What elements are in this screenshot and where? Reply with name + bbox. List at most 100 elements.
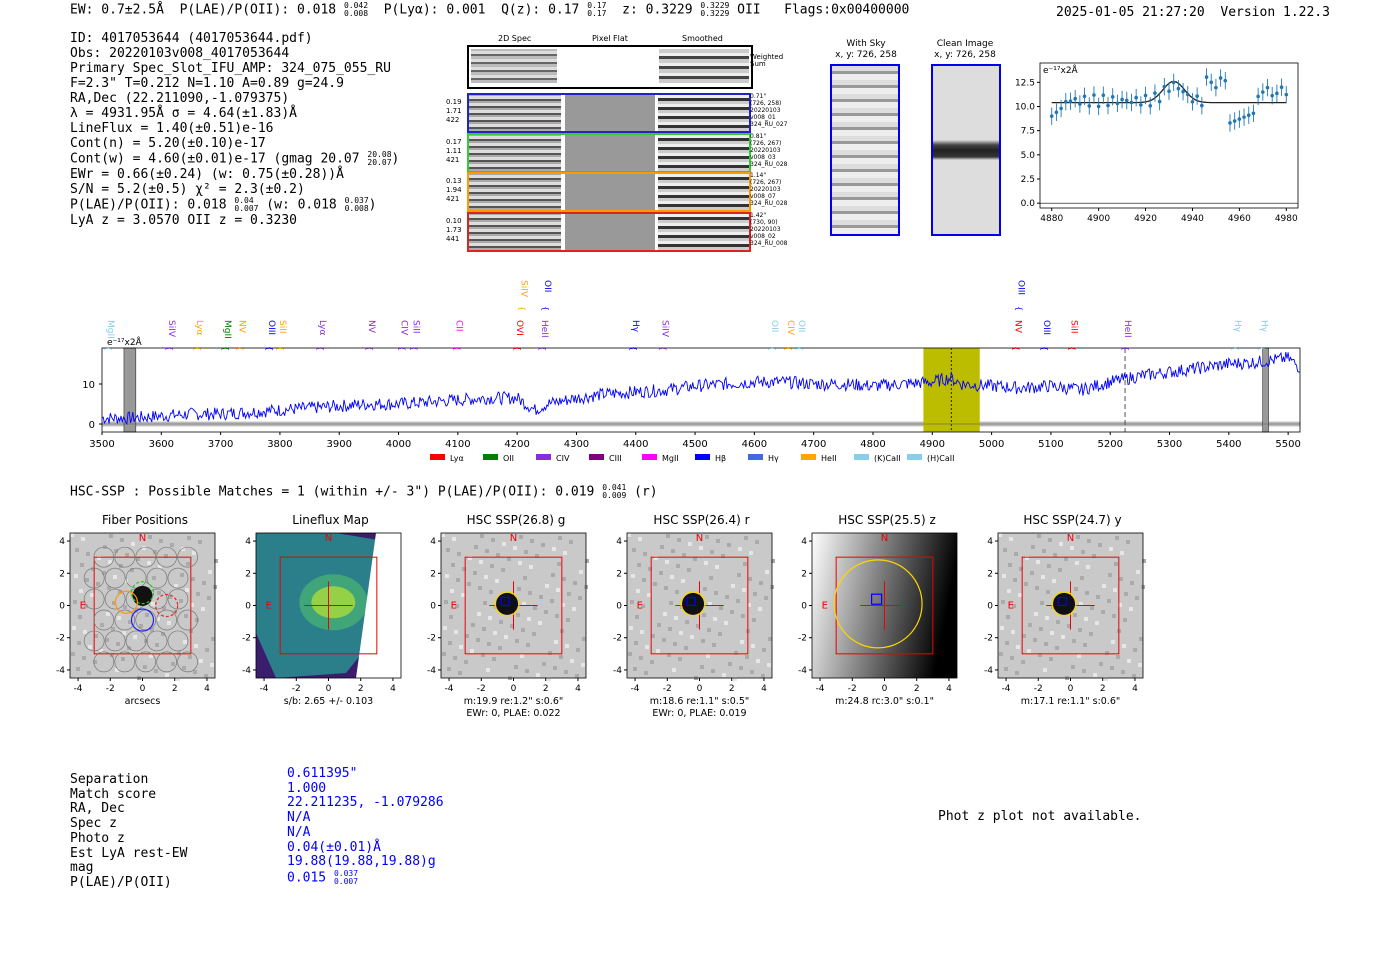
spectrum-line-brace: {: [1014, 306, 1023, 311]
panel-caption-2: EWr: 0, PLAE: 0.019: [652, 708, 746, 719]
noise-pixel: [158, 565, 162, 569]
x-tick-label: 4: [390, 684, 396, 694]
noise-pixel: [143, 665, 147, 669]
noise-pixel: [470, 649, 474, 653]
noise-pixel: [636, 563, 641, 567]
legend-swatch: [589, 454, 604, 460]
hsc-summary-range: 0.041 0.009: [602, 483, 627, 500]
noise-pixel: [680, 579, 685, 583]
noise-pixel: [742, 562, 747, 566]
noise-pixel: [115, 668, 119, 672]
spectrum-line-label: CIV: [399, 320, 409, 336]
spectrum-line-brace: {: [236, 346, 245, 351]
fiber-circle: [114, 546, 136, 568]
noise-pixel: [94, 634, 98, 638]
noise-pixel: [634, 615, 639, 619]
noise-pixel: [1086, 539, 1091, 543]
noise-pixel: [1039, 601, 1044, 605]
noise-pixel: [448, 641, 452, 645]
noise-pixel: [999, 626, 1004, 630]
noise-pixel: [1132, 648, 1137, 652]
noise-pixel: [1049, 631, 1054, 635]
noise-pixel: [558, 536, 562, 540]
spectrum-line-label: SiII: [277, 320, 287, 334]
zoom-data-point: [1073, 96, 1077, 101]
noise-pixel: [445, 574, 449, 578]
noise-pixel: [674, 590, 679, 594]
spectrum-xtick-label: 3500: [89, 439, 114, 450]
x-tick-label: -2: [291, 684, 300, 694]
noise-pixel: [746, 603, 751, 607]
north-label: N: [881, 533, 888, 544]
east-label: E: [822, 601, 828, 612]
search-box: [835, 556, 934, 655]
spectrum-line-label: MgII: [105, 320, 115, 339]
noise-pixel: [1110, 640, 1115, 644]
y-tick-label: 4: [430, 537, 436, 547]
noise-pixel: [638, 656, 643, 660]
hsc-panel-image: N E -4 -4 -2 -2 0 0 2 2 4 4 arcsecs: [56, 532, 218, 707]
x-tick-label: -2: [662, 684, 671, 694]
legend-label: (K)CaII: [874, 454, 901, 463]
zoom-ytick-label: 2.5: [1021, 175, 1035, 185]
noise-pixel: [757, 607, 762, 611]
spectrum-line-label: OIII: [266, 320, 276, 335]
header-version: Version 1.22.3: [1220, 5, 1330, 20]
match-value: N/A: [287, 810, 311, 826]
noise-pixel: [190, 603, 194, 607]
hsc-panel-title: HSC SSP(26.4) r: [653, 513, 750, 527]
noise-pixel: [87, 671, 91, 675]
noise-pixel: [1027, 623, 1032, 627]
noise-pixel: [542, 662, 546, 666]
noise-pixel: [442, 652, 446, 656]
y-tick-label: 2: [987, 569, 993, 579]
info-contw-line: Cont(w) = 4.60(±0.01)e-17 (gmag 20.07 20…: [70, 150, 400, 167]
noise-pixel: [626, 533, 631, 537]
noise-pixel: [1104, 651, 1109, 655]
noise-pixel: [661, 638, 666, 642]
noise-pixel: [81, 537, 85, 541]
noise-pixel: [201, 607, 205, 611]
x-tick-label: 4: [575, 684, 581, 694]
noise-pixel: [735, 599, 740, 603]
spectrum-line-brace: {: [538, 346, 547, 351]
noise-pixel: [1006, 589, 1011, 593]
noise-pixel: [148, 535, 152, 539]
zoom-data-point: [1200, 103, 1204, 108]
noise-pixel: [553, 666, 557, 670]
noise-pixel: [1117, 603, 1122, 607]
noise-pixel: [1141, 559, 1146, 563]
noise-pixel: [1126, 659, 1131, 663]
noise-pixel: [1098, 662, 1103, 666]
y-tick-label: -4: [242, 666, 251, 676]
noise-pixel: [70, 533, 74, 537]
noise-pixel: [498, 646, 502, 650]
fiber-red: [155, 593, 179, 618]
noise-pixel: [755, 659, 760, 663]
noise-pixel: [73, 600, 77, 604]
noise-pixel: [91, 567, 95, 571]
noise-pixel: [556, 588, 560, 592]
zoom-data-point: [1162, 84, 1167, 89]
noise-pixel: [570, 659, 574, 663]
spectrum-xtick-label: 3900: [327, 439, 352, 450]
noise-pixel: [563, 551, 567, 555]
noise-pixel: [478, 586, 482, 590]
zoom-data-point: [1101, 93, 1106, 98]
spectrum-line-brace: {: [517, 306, 526, 311]
noise-pixel: [642, 552, 647, 556]
spectrum-line-brace: {: [768, 346, 777, 351]
noise-pixel: [1073, 587, 1078, 591]
noise-pixel: [447, 667, 451, 671]
noise-pixel: [677, 657, 682, 661]
spectrum-line-brace: {: [104, 346, 113, 351]
noise-pixel: [1018, 567, 1023, 571]
noise-pixel: [119, 564, 123, 568]
noise-pixel: [453, 656, 457, 660]
noise-pixel: [111, 627, 115, 631]
header-plae-range: 0.042 0.008: [343, 1, 369, 18]
noise-pixel: [1048, 657, 1053, 661]
spectrum-line-label: NV: [366, 320, 376, 334]
noise-pixel: [669, 575, 674, 579]
y-tick-label: 0: [616, 602, 622, 612]
